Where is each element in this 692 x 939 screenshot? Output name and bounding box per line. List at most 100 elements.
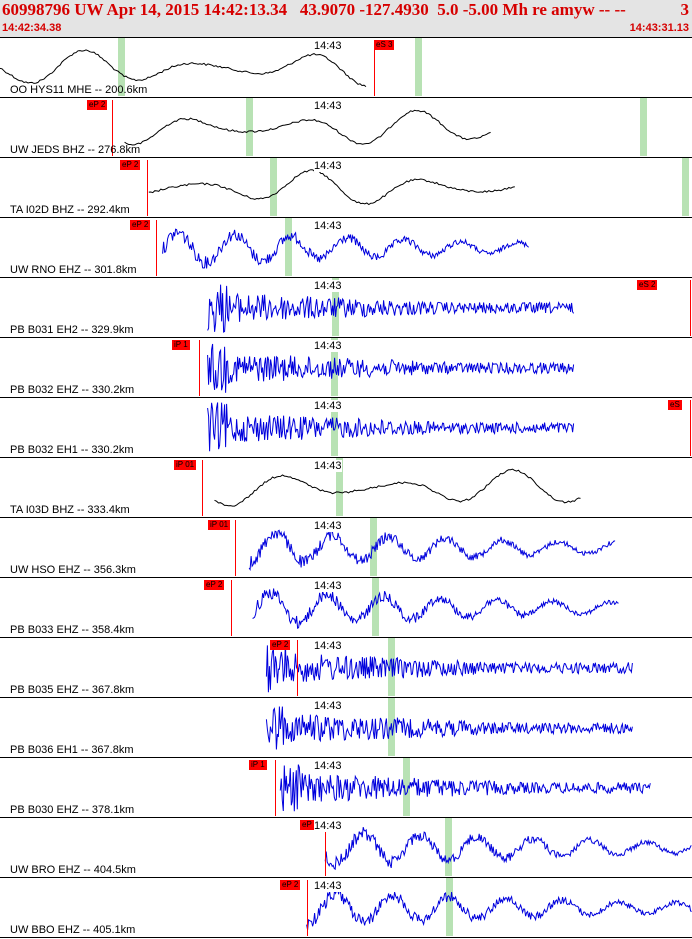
pick-line[interactable] xyxy=(199,340,200,396)
trace-row[interactable]: eS 14:43 PB B032 EH1 -- 330.2km xyxy=(0,398,692,458)
phase-marker xyxy=(446,878,453,936)
station-label: PB B035 EHZ -- 367.8km xyxy=(10,684,135,696)
waveform xyxy=(207,284,575,333)
pick-line[interactable] xyxy=(112,100,113,156)
station-label: PB B030 EHZ -- 378.1km xyxy=(10,804,135,816)
trace-row[interactable]: iP 01 14:43 UW HSO EHZ -- 356.3km xyxy=(0,518,692,578)
waveform-line xyxy=(148,169,515,206)
trace-row[interactable]: iP 1 14:43 PB B032 EHZ -- 330.2km xyxy=(0,338,692,398)
phase-pick-label[interactable]: eP 2 xyxy=(130,220,151,230)
phase-marker xyxy=(640,98,647,156)
waveform xyxy=(0,49,367,88)
pick-line[interactable] xyxy=(156,220,157,276)
station-label: UW BBO EHZ -- 405.1km xyxy=(10,924,136,936)
waveform xyxy=(214,468,581,507)
station-label: UW BRO EHZ -- 404.5km xyxy=(10,864,136,876)
trace-row[interactable]: eP 2 14:43 UW RNO EHZ -- 301.8km xyxy=(0,218,692,278)
waveform-line xyxy=(207,343,575,393)
pick-line[interactable] xyxy=(235,520,236,576)
station-label: UW RNO EHZ -- 301.8km xyxy=(10,264,137,276)
phase-marker xyxy=(270,158,277,216)
time-label: 14:43 xyxy=(314,760,342,772)
waveform-line xyxy=(124,109,491,146)
time-label: 14:43 xyxy=(314,820,342,832)
time-label: 14:43 xyxy=(314,160,342,172)
pick-line[interactable] xyxy=(275,760,276,816)
pick-line[interactable] xyxy=(307,880,308,936)
pick-line[interactable] xyxy=(690,280,691,336)
trace-row[interactable]: eP 2 14:43 UW BBO EHZ -- 405.1km xyxy=(0,878,692,938)
trace-panel: eS 3 14:43 OO HYS11 MHE -- 200.6km eP 2 14:4… xyxy=(0,37,692,939)
phase-pick-label[interactable]: eP 2 xyxy=(204,580,225,590)
page-number: 3 xyxy=(680,0,690,19)
pick-line[interactable] xyxy=(202,460,203,516)
trace-row[interactable]: eP 2 14:43 UW JEDS BHZ -- 276.8km xyxy=(0,98,692,158)
phase-marker xyxy=(372,578,379,636)
phase-pick-label[interactable]: eS xyxy=(668,400,682,410)
phase-pick-label[interactable]: eP 2 xyxy=(270,640,291,650)
pick-line[interactable] xyxy=(325,820,326,876)
trace-row[interactable]: eP 2 14:43 TA I02D BHZ -- 292.4km xyxy=(0,158,692,218)
time-label: 14:43 xyxy=(314,520,342,532)
phase-marker xyxy=(682,158,689,216)
pick-line[interactable] xyxy=(297,640,298,696)
pick-line[interactable] xyxy=(374,40,375,96)
pick-line[interactable] xyxy=(231,580,232,636)
phase-marker xyxy=(415,38,422,96)
time-label: 14:43 xyxy=(314,40,342,52)
time-label: 14:43 xyxy=(314,220,342,232)
waveform xyxy=(324,827,692,871)
waveform xyxy=(279,764,651,812)
phase-pick-label[interactable]: eP 2 xyxy=(87,100,108,110)
time-label: 14:43 xyxy=(314,340,342,352)
event-header: 60998796 UW Apr 14, 2015 14:42:13.34 43.… xyxy=(0,0,692,37)
station-label: PB B032 EH1 -- 330.2km xyxy=(10,444,134,456)
station-label: PB B032 EHZ -- 330.2km xyxy=(10,384,135,396)
event-title: 60998796 UW Apr 14, 2015 14:42:13.34 43.… xyxy=(2,0,626,19)
phase-marker xyxy=(336,458,343,516)
trace-row[interactable]: iP 1 14:43 PB B030 EHZ -- 378.1km xyxy=(0,758,692,818)
waveform-line xyxy=(252,588,619,629)
phase-marker xyxy=(331,398,338,456)
trace-row[interactable]: eP 2 14:43 UW BRO EHZ -- 404.5km xyxy=(0,818,692,878)
phase-pick-label[interactable]: eS 3 xyxy=(374,40,395,50)
waveform-line xyxy=(306,886,692,930)
trace-row[interactable]: eP 2 14:43 PB B035 EHZ -- 367.8km xyxy=(0,638,692,698)
time-label: 14:43 xyxy=(314,580,342,592)
trace-row[interactable]: eP 2 14:43 PB B033 EHZ -- 358.4km xyxy=(0,578,692,638)
time-label: 14:43 xyxy=(314,280,342,292)
waveform xyxy=(148,169,515,206)
trace-row[interactable]: eS 3 14:43 OO HYS11 MHE -- 200.6km xyxy=(0,38,692,98)
phase-pick-label[interactable]: iP 01 xyxy=(208,520,231,530)
waveform-line xyxy=(265,706,633,750)
waveform-line xyxy=(279,764,651,812)
phase-pick-label[interactable]: eP 2 xyxy=(120,160,141,170)
waveform xyxy=(124,109,491,146)
waveform xyxy=(306,886,692,930)
phase-pick-label[interactable]: iP 01 xyxy=(174,460,197,470)
phase-marker xyxy=(246,98,253,156)
waveform-line xyxy=(207,402,575,452)
phase-marker xyxy=(445,818,452,876)
station-label: PB B033 EHZ -- 358.4km xyxy=(10,624,135,636)
station-label: OO HYS11 MHE -- 200.6km xyxy=(10,84,148,96)
trace-row[interactable]: iP 01 14:43 TA I03D BHZ -- 333.4km xyxy=(0,458,692,518)
waveform-line xyxy=(207,284,575,333)
time-label: 14:43 xyxy=(314,880,342,892)
phase-pick-label[interactable]: iP 1 xyxy=(249,760,267,770)
trace-row[interactable]: eS 2 14:43 PB B031 EH2 -- 329.9km xyxy=(0,278,692,338)
phase-pick-label[interactable]: eS 2 xyxy=(637,280,658,290)
phase-pick-label[interactable]: eP 2 xyxy=(280,880,301,890)
waveform xyxy=(252,588,619,629)
phase-pick-label[interactable]: iP 1 xyxy=(172,340,190,350)
trace-row[interactable]: 14:43 PB B036 EH1 -- 367.8km xyxy=(0,698,692,758)
pick-line[interactable] xyxy=(147,160,148,216)
waveform xyxy=(265,642,633,693)
time-label: 14:43 xyxy=(314,400,342,412)
waveform xyxy=(248,528,616,571)
waveform xyxy=(162,228,529,269)
time-label: 14:43 xyxy=(314,640,342,652)
waveform-line xyxy=(265,642,633,693)
pick-line[interactable] xyxy=(690,400,691,456)
waveform-line xyxy=(214,468,581,507)
